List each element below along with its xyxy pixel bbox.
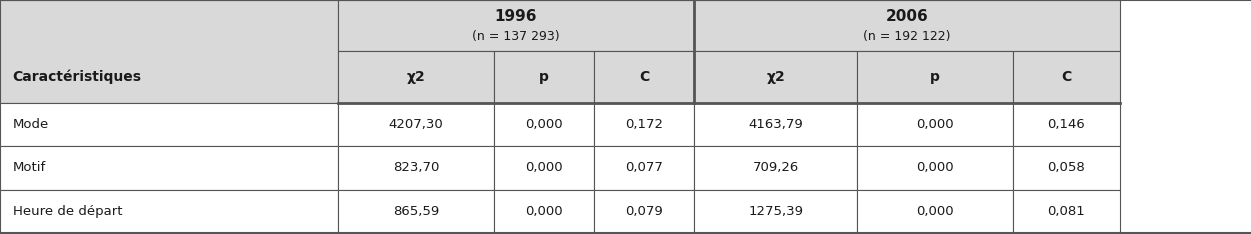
Text: 865,59: 865,59	[393, 205, 439, 218]
Text: (n = 192 122): (n = 192 122)	[863, 29, 951, 43]
Bar	[694, 190, 857, 233]
Bar	[1013, 51, 1120, 103]
Bar	[338, 51, 494, 103]
Bar	[857, 103, 1013, 146]
Bar	[1013, 103, 1120, 146]
Bar	[857, 51, 1013, 103]
Text: 0,058: 0,058	[1047, 161, 1086, 174]
Text: C: C	[1061, 70, 1072, 84]
Text: 823,70: 823,70	[393, 161, 439, 174]
Text: Caractéristiques: Caractéristiques	[13, 70, 141, 84]
Bar	[694, 51, 857, 103]
Text: 2006: 2006	[886, 10, 928, 25]
Text: 0,172: 0,172	[626, 118, 663, 131]
Bar	[494, 146, 594, 190]
Text: χ2: χ2	[407, 70, 425, 84]
Bar	[494, 51, 594, 103]
Bar	[338, 190, 494, 233]
Text: 0,079: 0,079	[626, 205, 663, 218]
Text: Heure de départ: Heure de départ	[13, 205, 123, 218]
Text: 0,000: 0,000	[525, 118, 563, 131]
Text: 0,081: 0,081	[1047, 205, 1086, 218]
Bar	[694, 0, 1120, 51]
Bar	[694, 103, 857, 146]
Text: 1275,39: 1275,39	[748, 205, 803, 218]
Bar	[338, 103, 494, 146]
Bar	[594, 103, 694, 146]
Text: (n = 137 293): (n = 137 293)	[472, 29, 560, 43]
Bar	[1013, 190, 1120, 233]
Text: C: C	[639, 70, 649, 84]
Text: 0,077: 0,077	[626, 161, 663, 174]
Bar	[594, 190, 694, 233]
Bar	[0, 146, 338, 190]
Text: 4207,30: 4207,30	[389, 118, 443, 131]
Text: 1996: 1996	[495, 10, 537, 25]
Text: 4163,79: 4163,79	[748, 118, 803, 131]
Bar	[857, 146, 1013, 190]
Text: p: p	[931, 70, 940, 84]
Bar	[1013, 146, 1120, 190]
Text: 0,000: 0,000	[525, 205, 563, 218]
Text: Mode: Mode	[13, 118, 49, 131]
Bar	[594, 146, 694, 190]
Bar	[857, 190, 1013, 233]
Text: 0,000: 0,000	[916, 118, 955, 131]
Text: 0,146: 0,146	[1047, 118, 1086, 131]
Bar	[494, 190, 594, 233]
Bar	[0, 0, 338, 103]
Bar	[338, 146, 494, 190]
Text: Motif: Motif	[13, 161, 46, 174]
Bar	[494, 103, 594, 146]
Bar	[594, 51, 694, 103]
Bar	[0, 190, 338, 233]
Text: 0,000: 0,000	[916, 161, 955, 174]
Text: 709,26: 709,26	[753, 161, 798, 174]
Bar	[694, 146, 857, 190]
Text: 0,000: 0,000	[916, 205, 955, 218]
Bar	[0, 103, 338, 146]
Text: p: p	[539, 70, 549, 84]
Bar	[338, 0, 694, 51]
Text: 0,000: 0,000	[525, 161, 563, 174]
Text: χ2: χ2	[767, 70, 784, 84]
